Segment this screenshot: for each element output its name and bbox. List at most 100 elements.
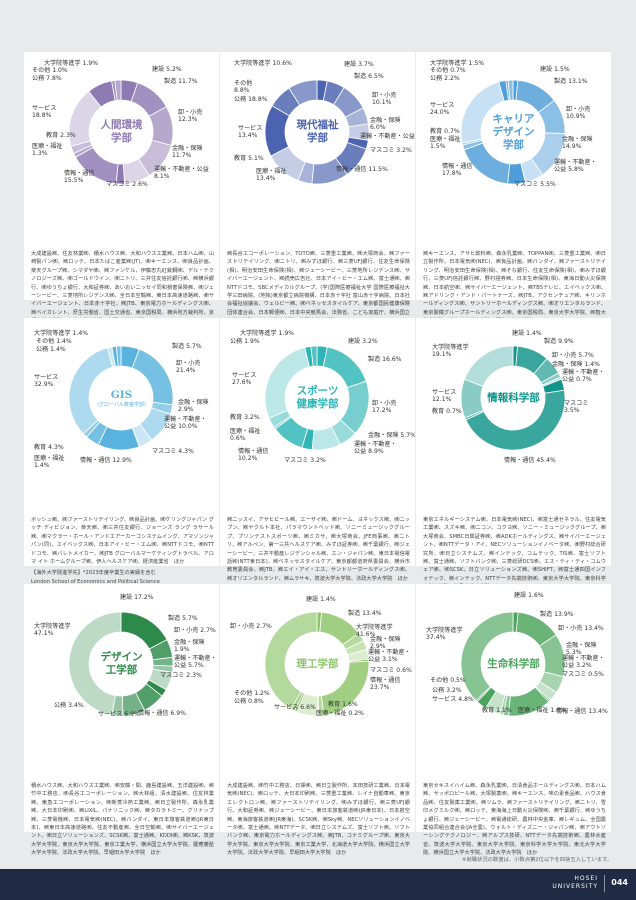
segment-label: 情報・通信 13.4% <box>556 708 608 715</box>
employer-list: 大成建設㈱、住友林業㈱、積水ハウス㈱、大和ハウス工業㈱、日本ハム㈱、山崎製パン㈱… <box>31 250 214 326</box>
segment-label: 大学院等進学 10.6% <box>234 60 292 67</box>
faculty-card: 情報科学部 建設 1.4% 大学院等進学 19.1% 製造 9.9% 卸・小売 5.7%… <box>416 318 611 590</box>
employer-list-text: ㈱ニッスイ、アサヒビール㈱、エーザイ㈱、㈱ドーム、ヨネックス㈱、㈱ニップン、㈱ヤ… <box>227 517 410 582</box>
faculty-name: 理工学部 <box>281 658 354 671</box>
faculty-name-text: 現代福祉 学部 <box>296 119 339 144</box>
employer-list: ㈱ニッスイ、アサヒビール㈱、エーザイ㈱、㈱ドーム、ヨネックス㈱、㈱ニップン、㈱ヤ… <box>227 516 410 583</box>
segment-label: マスコミ 3.2% <box>370 147 412 154</box>
segment-label: 教育 4.3% <box>34 444 64 451</box>
faculty-card: スポーツ 健康学部 大学院等進学 1.9% 公務 1.9% 建設 3.2% 製造 16.… <box>220 318 415 582</box>
employer-list-text: 東京エネルギーシステム㈱、日本電気㈱(NEC)、㈱富士通ゼネラル、住友電気工業㈱… <box>423 517 606 590</box>
segment-label: 医療・福祉 1.3% <box>32 143 63 157</box>
segment-label: 製造 6.5% <box>354 73 384 80</box>
faculty-card: 人間環境 学部 大学院等進学 1.9% その他 1.0% 公務 7.8% 建設 5.2%… <box>24 52 219 324</box>
segment-label: 情報・通信 11.5% <box>336 166 388 173</box>
faculty-card: デザイン 工学部 建設 17.2% 製造 5.7% 大学院等進学 47.1% 卸・小売 … <box>24 584 219 856</box>
segment-label: サービス 24.0% <box>430 102 455 116</box>
faculty-subname: (グローバル教養学部) <box>97 401 146 408</box>
segment-label: 公務 1.9% <box>230 338 260 345</box>
faculty-name-text: 情報科学部 <box>487 391 540 404</box>
segment-label: 医療・福祉 1.4% <box>34 455 65 469</box>
segment-label: 情報・通信 45.4% <box>504 457 556 464</box>
donut-svg <box>264 345 370 451</box>
segment-label: 公務 3.2% <box>432 687 462 694</box>
segment-label: 製造 11.7% <box>164 78 198 85</box>
faculty-name: 情報科学部 <box>477 392 550 405</box>
donut-chart: 人間環境 学部 大学院等進学 1.9% その他 1.0% 公務 7.8% 建設 5.2%… <box>24 52 219 245</box>
faculty-card: GIS (グローバル教養学部) 大学院等進学 1.4% その他 1.4% 公務 1.4%… <box>24 318 219 610</box>
segment-label: マスコミ 3.5% <box>564 400 589 414</box>
segment-label: 大学院等進学 47.1% <box>34 623 71 637</box>
footer-bar: HOSEI UNIVERSITY 044 <box>0 869 636 900</box>
segment-label: 医療・福祉 1.6% <box>518 707 566 714</box>
donut-segment <box>264 611 318 710</box>
segment-label: 公務 2.2% <box>430 75 460 82</box>
segment-label: 医療・福祉 0.2% <box>316 710 364 717</box>
segment-label: 公務 0.8% <box>234 698 264 705</box>
donut-chart: 生命科学部 建設 1.6% 製造 13.9% 大学院等進学 37.4% 卸・小売 13.… <box>416 584 611 777</box>
segment-label: 大学院等進学 1.9% <box>44 60 98 67</box>
segment-label: その他 1.2% <box>234 690 270 697</box>
segment-label: マスコミ 0.5% <box>562 671 604 678</box>
employer-list-text: ㈱キーエンス、アサヒ飲料㈱、森永乳業㈱、TOPPAN㈱、三菱重工業㈱、㈱日立製作… <box>423 251 606 324</box>
segment-label: 運輸・不動産・公益 8.1% <box>154 166 209 180</box>
segment-label: サービス 12.1% <box>432 389 457 403</box>
segment-label: 建設 3.7% <box>344 61 374 68</box>
segment-label: 情報・通信 17.8% <box>442 163 473 177</box>
faculty-card: 現代福祉 学部 大学院等進学 10.6% 建設 3.7% その他 8.8% 製造 6.5… <box>220 52 415 324</box>
faculty-name-text: 理工学部 <box>296 657 339 670</box>
segment-label: 運輸・不動産・ 公益 3.2% <box>562 655 605 669</box>
employer-list: 積水ハウス㈱、大和ハウス工業㈱、㈱安藤・間、鹿島建設㈱、五洋建設㈱、㈱竹中工務店… <box>31 782 214 858</box>
donut-svg <box>264 79 370 185</box>
segment-label: 情報・通信 6.9% <box>138 710 186 717</box>
segment-label: サービス 6.9% <box>98 711 140 718</box>
faculty-name: GIS (グローバル教養学部) <box>85 389 158 409</box>
faculty-name: 現代福祉 学部 <box>281 119 354 145</box>
segment-label: 卸・小売 13.4% <box>558 625 604 632</box>
segment-label: 卸・小売 10.1% <box>372 92 397 106</box>
segment-label: 運輸・不動産・ 公益 10.0% <box>164 416 207 430</box>
donut-chart: デザイン 工学部 建設 17.2% 製造 5.7% 大学院等進学 47.1% 卸・小売 … <box>24 584 219 777</box>
employer-list: ㈱長谷工コーポレーション、TOTO㈱、三菱重工業㈱、㈱大塚商会、㈱ファーストリテ… <box>227 250 410 326</box>
donut-segment <box>68 611 122 716</box>
segment-label: 製造 9.9% <box>544 338 574 345</box>
faculty-card: キャリア デザイン 学部 大学院等進学 1.5% その他 0.7% 公務 2.2% 建設… <box>416 52 611 324</box>
segment-label: 運輸・不動産・ 公益 5.8% <box>554 159 597 173</box>
segment-label: 運輸・不動産・ 公益 8.9% <box>354 441 397 455</box>
segment-label: 金融・保険 1.9% <box>174 639 205 653</box>
donut-segment <box>507 79 514 101</box>
segment-label: 大学院等進学 19.1% <box>432 344 469 358</box>
segment-label: マスコミ 4.3% <box>152 448 194 455</box>
segment-label: 金融・保険 5.3% <box>566 642 597 656</box>
segment-label: 卸・小売 21.4% <box>176 360 201 374</box>
donut-segment <box>465 389 566 451</box>
segment-label: サービス 13.4% <box>238 125 263 139</box>
segment-label: 医療・福祉 13.4% <box>256 168 287 182</box>
donut-chart: 現代福祉 学部 大学院等進学 10.6% 建設 3.7% その他 8.8% 製造 6.5… <box>220 52 415 245</box>
segment-label: 製造 13.4% <box>348 610 382 617</box>
segment-label: 建設 1.4% <box>306 596 336 603</box>
employer-list: 東京エネルギーシステム㈱、日本電気㈱(NEC)、㈱富士通ゼネラル、住友電気工業㈱… <box>423 516 606 592</box>
donut-segment <box>114 79 122 101</box>
donut-chart: 理工学部 建設 1.4% 製造 13.4% 卸・小売 2.7% 大学院等進学 41.6%… <box>220 584 415 777</box>
page-number: 044 <box>611 878 628 887</box>
segment-label: 金融・保険 11.7% <box>172 145 203 159</box>
employer-list-text: 積水ハウス㈱、大和ハウス工業㈱、㈱安藤・間、鹿島建設㈱、五洋建設㈱、㈱竹中工務店… <box>31 783 214 857</box>
segment-label: 建設 5.2% <box>152 66 182 73</box>
donut-svg <box>460 345 566 451</box>
donut-segment <box>115 345 122 367</box>
segment-label: 製造 16.6% <box>368 356 402 363</box>
faculty-name: 生命科学部 <box>477 658 550 671</box>
donut-segment <box>310 345 318 367</box>
segment-label: 医療・福祉 1.5% <box>430 136 461 150</box>
segment-label: 卸・小売 17.2% <box>372 400 397 414</box>
employer-list-text: 大成建設㈱、㈱竹中工務店、日揮㈱、㈱日立製作所、本田技研工業㈱、日本電気㈱(NE… <box>227 783 410 857</box>
faculty-card: 理工学部 建設 1.4% 製造 13.4% 卸・小売 2.7% 大学院等進学 41.6%… <box>220 584 415 856</box>
employer-list-text: 東京セキスイハイム㈱、森永乳業㈱、日清食品ホールディングス㈱、日本ハム㈱、サッポ… <box>423 783 606 857</box>
employer-list: ㈱キーエンス、アサヒ飲料㈱、森永乳業㈱、TOPPAN㈱、三菱重工業㈱、㈱日立製作… <box>423 250 606 326</box>
segment-label: 金融・保険 2.9% <box>370 636 401 650</box>
segment-label: 教育 2.3% <box>46 132 76 139</box>
employer-list-text: 大成建設㈱、住友林業㈱、積水ハウス㈱、大和ハウス工業㈱、日本ハム㈱、山崎製パン㈱… <box>31 251 214 324</box>
segment-label: 公務 7.8% <box>32 75 62 82</box>
donut-svg <box>460 611 566 717</box>
